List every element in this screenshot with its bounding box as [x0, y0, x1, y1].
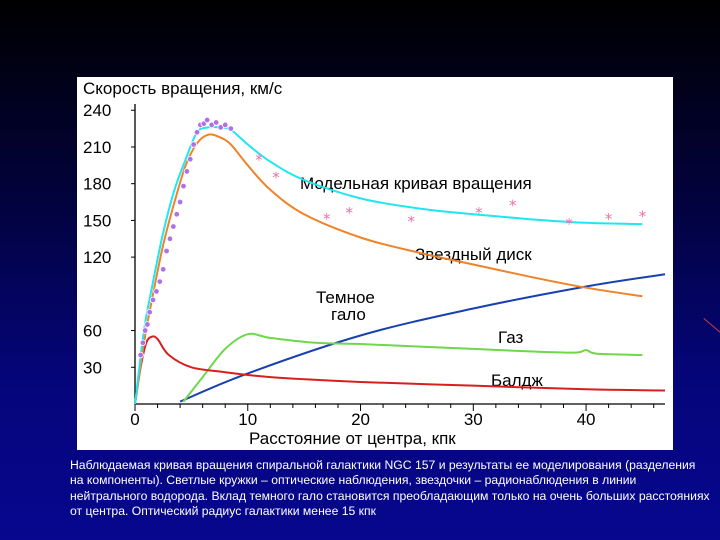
radio-point: * — [255, 151, 263, 169]
y-tick-label: 150 — [83, 211, 111, 230]
radio-point: * — [346, 204, 354, 222]
optical-point — [146, 308, 153, 316]
gas-curve — [182, 332, 643, 403]
optical-point — [227, 125, 235, 132]
optical-point — [212, 119, 220, 126]
radio-point: * — [323, 210, 331, 228]
optical-point — [137, 351, 144, 359]
optical-point — [180, 182, 187, 190]
chart-figure: Скорость вращения, км/с Расстояние от це… — [77, 77, 673, 450]
x-axis-title: Расстояние от центра, кпк — [249, 429, 456, 448]
optical-point — [149, 296, 157, 304]
y-axis-title: Скорость вращения, км/с — [83, 79, 283, 98]
optical-point — [139, 339, 147, 346]
y-tick-label: 240 — [83, 101, 111, 120]
x-tick-label: 40 — [577, 410, 596, 429]
optical-point — [166, 235, 174, 242]
optical-point — [187, 155, 194, 163]
model-curve-label: Модельная кривая вращения — [300, 174, 532, 193]
optical-point — [170, 223, 177, 230]
optical-point — [173, 211, 180, 218]
optical-point — [176, 198, 184, 206]
bulge-curve — [134, 335, 666, 405]
dark-halo-label-line2: гало — [331, 305, 366, 324]
radio-point: * — [475, 204, 483, 222]
dark-halo-label-line1: Темное — [316, 288, 375, 307]
optical-point — [153, 288, 160, 295]
y-tick-label: 210 — [83, 138, 111, 157]
radio-point: * — [605, 210, 613, 228]
bulge-label: Балдж — [491, 371, 543, 390]
rotation-curve-chart: Скорость вращения, км/с Расстояние от це… — [83, 79, 666, 448]
x-tick-label: 10 — [238, 410, 257, 429]
y-tick-label: 30 — [83, 358, 102, 377]
radio-point: * — [408, 212, 416, 230]
radio-point: * — [509, 196, 517, 214]
radio-point: * — [639, 208, 647, 226]
stellar-disk-label: Звездный диск — [415, 245, 532, 264]
gas-label: Газ — [498, 328, 524, 347]
y-tick-label: 180 — [83, 175, 111, 194]
figure-caption: Наблюдаемая кривая вращения спиральной г… — [70, 458, 710, 519]
model-curve — [134, 125, 643, 405]
optical-point — [141, 327, 149, 334]
optical-point — [159, 266, 167, 273]
optical-point — [156, 278, 164, 285]
x-tick-label: 30 — [464, 410, 483, 429]
y-tick-label: 120 — [83, 248, 111, 267]
optical-point — [203, 116, 211, 124]
y-tick-label: 60 — [83, 322, 102, 341]
radio-point: * — [272, 168, 280, 186]
optical-point — [222, 121, 229, 129]
radio-point: * — [565, 215, 573, 233]
disk-curve — [134, 133, 643, 405]
optical-point — [144, 321, 151, 328]
x-tick-label: 20 — [351, 410, 370, 429]
optical-point — [193, 129, 201, 136]
halo-curve — [179, 273, 666, 403]
optical-point — [183, 168, 191, 175]
x-tick-label: 0 — [130, 410, 139, 429]
optical-point — [163, 247, 170, 255]
decorative-line — [703, 318, 720, 335]
optical-point — [190, 141, 197, 148]
